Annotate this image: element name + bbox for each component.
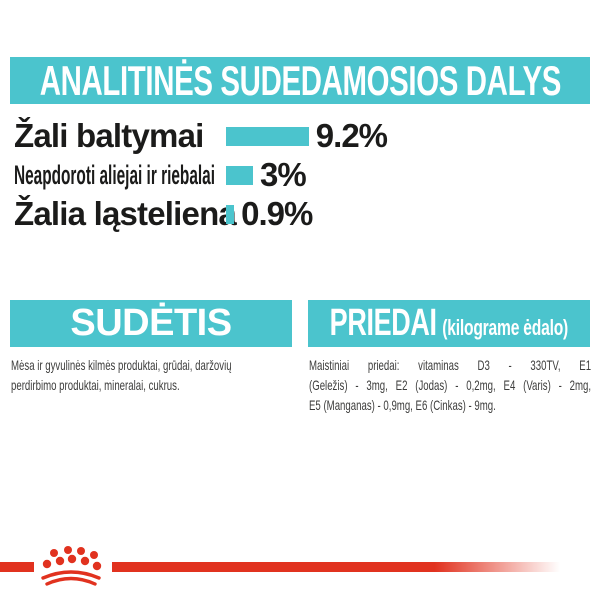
nutrition-row-label-wrap: Neapdoroti aliejai ir riebalai — [14, 160, 226, 191]
body-text-line: Mėsa ir gyvulinės kilmės produktai, grūd… — [11, 357, 232, 373]
additives-section-banner: PRIEDAI (kilograme ėdalo) — [308, 300, 590, 347]
body-text-line: E5 (Manganas) - 0,9mg, E6 (Cinkas) - 9mg… — [309, 397, 496, 413]
crown-arcs — [41, 570, 101, 586]
nutrition-bar — [226, 126, 309, 146]
royal-canin-crown-logo — [41, 546, 102, 586]
nutrition-value: 3% — [260, 156, 307, 193]
composition-body-text: Mėsa ir gyvulinės kilmės produktai, grūd… — [11, 355, 293, 395]
nutrition-bar-chart: Žali baltymai 9.2% Neapdoroti aliejai ir r… — [14, 114, 584, 236]
nutrition-row-label: Žali baltymai — [14, 117, 204, 154]
analysis-section-title: ANALITINĖS SUDEDAMOSIOS DALYS — [39, 56, 561, 104]
nutrition-value: 0.9% — [241, 195, 313, 232]
composition-section-banner: SUDĖTIS — [10, 300, 292, 347]
body-text-line: perdirbimo produktai, mineralai, cukrus. — [11, 377, 180, 393]
additives-title-group: PRIEDAI (kilograme ėdalo) — [329, 302, 569, 345]
nutrition-row-label: Neapdoroti aliejai ir riebalai — [14, 159, 215, 190]
nutrition-value: 9.2% — [315, 117, 388, 154]
nutrition-row-label: Žalia ląsteliena — [14, 195, 237, 232]
red-stripe-left — [0, 562, 34, 572]
additives-title-suffix: (kilograme ėdalo) — [442, 315, 569, 340]
additives-body-text: Maistiniai priedai: vitaminas D3 - 330TV… — [309, 355, 591, 415]
nutrition-row-label-wrap: Žalia ląsteliena — [14, 195, 237, 233]
nutrition-bar — [226, 204, 235, 224]
analysis-section-banner: ANALITINĖS SUDEDAMOSIOS DALYS — [10, 57, 590, 104]
additives-section-title: PRIEDAI — [329, 302, 437, 344]
nutrition-row: Neapdoroti aliejai ir riebalai 3% — [14, 156, 584, 193]
body-text-line: Maistiniai priedai: vitaminas D3 - 330TV… — [309, 357, 592, 373]
crown-dots — [42, 546, 102, 571]
body-text-line: (Geležis) - 3mg, E2 (Jodas) - 0,2mg, E4 … — [309, 377, 592, 393]
nutrition-row: Žali baltymai 9.2% — [14, 114, 584, 158]
nutrition-row: Žalia ląsteliena 0.9% — [14, 192, 584, 236]
composition-section-title: SUDĖTIS — [70, 302, 232, 344]
red-stripe-right — [112, 562, 560, 572]
nutrition-bar — [226, 165, 253, 185]
nutrition-row-label-wrap: Žali baltymai — [14, 117, 226, 155]
